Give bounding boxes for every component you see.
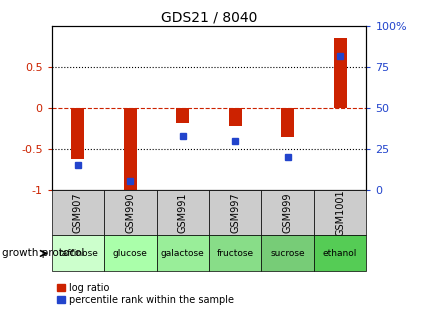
Bar bbox=[156, 190, 209, 235]
Text: galactose: galactose bbox=[160, 249, 204, 258]
Text: GSM997: GSM997 bbox=[230, 192, 240, 233]
Bar bbox=[123, 108, 137, 192]
Bar bbox=[156, 235, 209, 271]
Text: sucrose: sucrose bbox=[270, 249, 304, 258]
Bar bbox=[261, 190, 313, 235]
Bar bbox=[52, 235, 104, 271]
Text: GSM1001: GSM1001 bbox=[335, 189, 344, 236]
Text: GSM999: GSM999 bbox=[282, 192, 292, 233]
Title: GDS21 / 8040: GDS21 / 8040 bbox=[160, 11, 257, 25]
Bar bbox=[209, 190, 261, 235]
Bar bbox=[209, 235, 261, 271]
Text: fructose: fructose bbox=[216, 249, 253, 258]
Bar bbox=[176, 108, 189, 123]
Text: growth protocol: growth protocol bbox=[2, 249, 84, 258]
Text: GSM907: GSM907 bbox=[73, 192, 83, 233]
Legend: log ratio, percentile rank within the sample: log ratio, percentile rank within the sa… bbox=[56, 283, 233, 305]
Bar bbox=[333, 39, 346, 108]
Bar bbox=[71, 108, 84, 159]
Text: ethanol: ethanol bbox=[322, 249, 356, 258]
Bar bbox=[52, 190, 104, 235]
Text: raffinose: raffinose bbox=[58, 249, 98, 258]
Text: GSM990: GSM990 bbox=[125, 192, 135, 233]
Bar bbox=[261, 235, 313, 271]
Bar bbox=[104, 235, 156, 271]
Bar bbox=[280, 108, 294, 137]
Bar bbox=[104, 190, 156, 235]
Bar bbox=[313, 235, 365, 271]
Bar bbox=[313, 190, 365, 235]
Bar bbox=[228, 108, 241, 126]
Text: glucose: glucose bbox=[113, 249, 147, 258]
Text: GSM991: GSM991 bbox=[178, 192, 187, 233]
